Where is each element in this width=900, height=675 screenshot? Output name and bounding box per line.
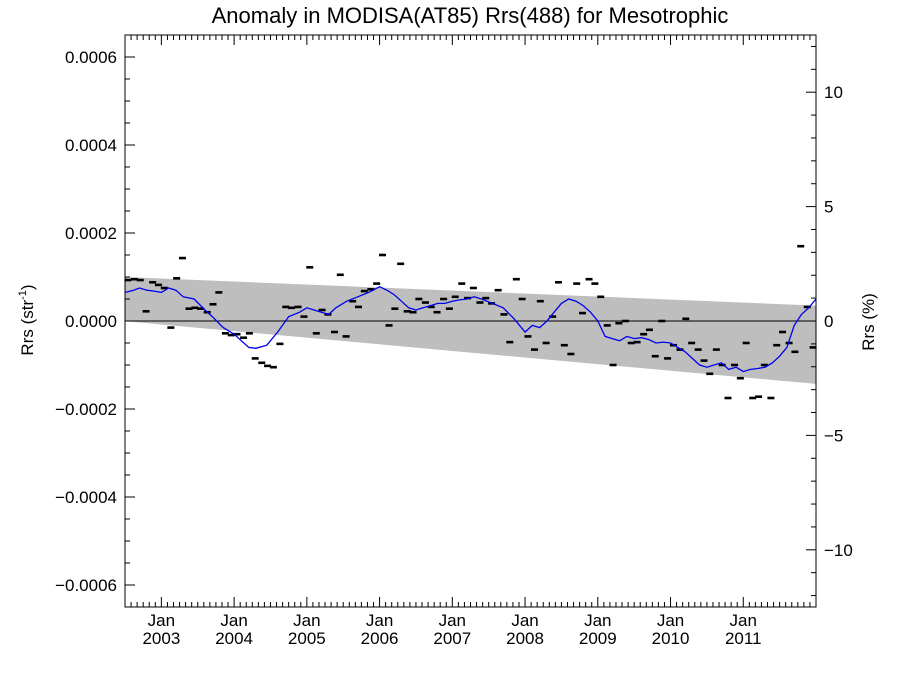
y-tick-label: −0.0004 [55,488,117,507]
y-right-tick-label: −5 [824,426,843,445]
confidence-band-layer [125,277,816,384]
x-tick-label-month: Jan [148,611,175,630]
x-tick-label-year: 2004 [215,629,253,648]
chart-title: Anomaly in MODISA(AT85) Rrs(488) for Mes… [212,3,729,28]
x-tick-label-month: Jan [584,611,611,630]
y-right-tick-label: 5 [824,198,833,217]
x-tick-label-month: Jan [366,611,393,630]
x-tick-label-month: Jan [730,611,757,630]
y-tick-label: −0.0002 [55,400,117,419]
x-tick-label-month: Jan [293,611,320,630]
x-tick-label-year: 2010 [652,629,690,648]
x-axis-ticks: Jan2003Jan2004Jan2005Jan2006Jan2007Jan20… [130,35,817,648]
x-tick-label-year: 2009 [579,629,617,648]
y-right-tick-label: −10 [824,541,853,560]
x-tick-label-month: Jan [657,611,684,630]
right-axis-ticks: 10 5 0 −5 −10 [806,45,853,597]
x-tick-label-month: Jan [439,611,466,630]
y-right-tick-label: 0 [824,312,833,331]
y-axis-label-sup: -1 [17,290,29,300]
x-tick-label-year: 2007 [433,629,471,648]
x-tick-label-year: 2006 [361,629,399,648]
x-tick-label-month: Jan [220,611,247,630]
y-axis-label-close: ) [18,284,37,290]
y-tick-label: 0.0004 [65,136,117,155]
running-mean-line [124,285,817,373]
y-tick-label: 0.0006 [65,48,117,67]
y-tick-label: 0.0000 [65,312,117,331]
x-tick-label-year: 2005 [288,629,326,648]
y-axis-label-base: Rrs (str [18,300,37,356]
y-axis-label-right: Rrs (%) [859,293,878,351]
y-axis-label-left: Rrs (str-1) [17,284,37,355]
anomaly-points-layer [124,244,817,400]
left-axis-ticks: 0.0006 0.0004 0.0002 0.0000 −0.0002 −0.0004 −0… [55,48,135,595]
x-tick-label-year: 2008 [506,629,544,648]
x-tick-label-year: 2011 [725,629,762,648]
y-tick-label: −0.0006 [55,576,117,595]
trend-band [125,277,816,384]
running-mean-layer [124,285,817,373]
y-right-tick-label: 10 [824,83,843,102]
x-tick-label-year: 2003 [142,629,180,648]
y-tick-label: 0.0002 [65,224,117,243]
x-tick-label-month: Jan [511,611,538,630]
